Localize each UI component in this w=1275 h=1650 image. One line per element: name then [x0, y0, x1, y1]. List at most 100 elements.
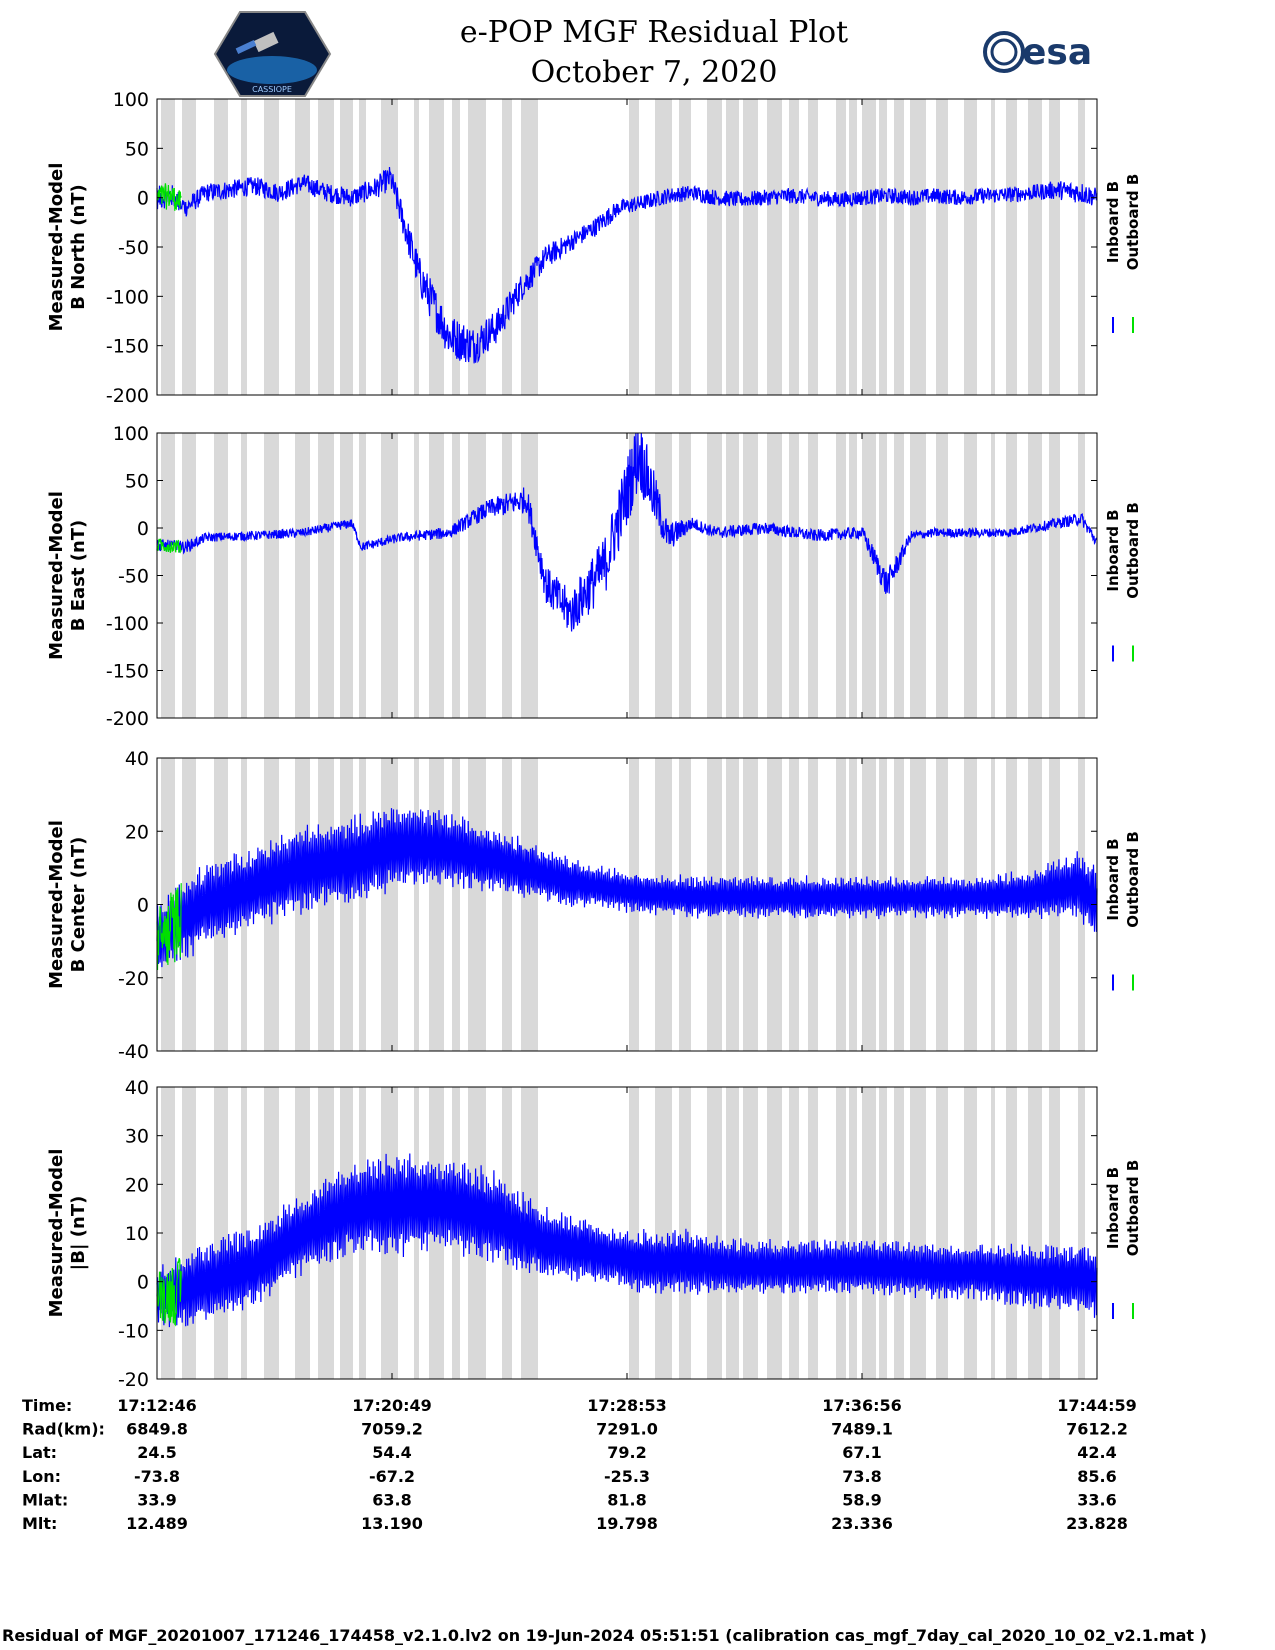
panel-4: 40 30 20 10 0 -10 -20 Measured-Model |B| (nT) Inb…	[46, 1077, 1142, 1391]
row-value: 79.2	[607, 1443, 646, 1462]
shade-stripe	[743, 433, 758, 718]
y-axis-label: Measured-Model	[46, 1149, 67, 1318]
row-value: 23.336	[831, 1514, 893, 1533]
series-outboard-b	[156, 883, 182, 971]
shade-stripe	[862, 433, 876, 718]
shade-stripe	[707, 99, 722, 395]
shade-stripe	[629, 1087, 639, 1379]
row-label: Lat:	[22, 1443, 57, 1462]
legend: Inboard B Outboard B	[1104, 831, 1142, 991]
shading-stripes	[161, 99, 1085, 395]
legend-entry: Outboard B	[1124, 502, 1142, 599]
shade-stripe	[429, 758, 444, 1051]
y-tick-label: 40	[125, 748, 149, 770]
shade-stripe	[836, 1087, 846, 1379]
shade-stripe	[468, 433, 486, 718]
panel-2: 100 50 0 -50 -100 -150 -200 Measured-Model B Eas…	[46, 423, 1142, 730]
row-value: 33.9	[137, 1490, 176, 1509]
row-value: 63.8	[372, 1490, 411, 1509]
row-value: -67.2	[369, 1467, 415, 1486]
shade-stripe	[502, 758, 512, 1051]
cassiope-logo: CASSIOPE	[213, 11, 332, 97]
row-label: Rad(km):	[22, 1420, 105, 1439]
shade-stripe	[894, 1087, 904, 1379]
shade-stripe	[1049, 99, 1060, 395]
shade-stripe	[767, 433, 782, 718]
shade-stripe	[767, 99, 782, 395]
shade-stripe	[1028, 1087, 1042, 1379]
row-value: 17:36:56	[822, 1396, 902, 1415]
series-inboard-b	[156, 166, 1098, 364]
legend: Inboard B Outboard B	[1104, 174, 1142, 333]
legend-entry: Inboard B	[1104, 838, 1122, 920]
shade-stripe	[429, 433, 444, 718]
shade-stripe	[726, 99, 739, 395]
row-value: 67.1	[842, 1443, 881, 1462]
shade-stripe	[726, 1087, 739, 1379]
y-axis-label: Measured-Model	[46, 820, 67, 989]
shade-stripe	[1028, 433, 1042, 718]
row-label: Mlat:	[22, 1490, 68, 1509]
shade-stripe	[836, 99, 846, 395]
shade-stripe	[743, 1087, 758, 1379]
shade-stripe	[414, 99, 419, 395]
shade-stripe	[214, 99, 228, 395]
y-tick-label: -200	[106, 385, 149, 407]
y-tick-label: 0	[137, 1272, 149, 1294]
row-value: 85.6	[1077, 1467, 1116, 1486]
shade-stripe	[502, 433, 512, 718]
shade-stripe	[789, 433, 799, 718]
shade-stripe	[808, 99, 818, 395]
series-inboard-b	[156, 1153, 1098, 1328]
shading-stripes	[161, 433, 1085, 718]
y-axis-label: B North (nT)	[68, 184, 89, 310]
y-tick-label: 30	[125, 1126, 149, 1148]
shade-stripe	[1078, 433, 1085, 718]
y-tick-label: 50	[125, 471, 149, 493]
shade-stripe	[1028, 99, 1042, 395]
y-axis-label: |B| (nT)	[68, 1196, 89, 1271]
shade-stripe	[452, 758, 460, 1051]
y-tick-label: 100	[113, 89, 149, 111]
legend-entry: Inboard B	[1104, 1167, 1122, 1249]
shade-stripe	[161, 433, 175, 718]
shade-stripe	[910, 99, 926, 395]
shade-stripe	[655, 433, 672, 718]
legend-entry: Outboard B	[1124, 1160, 1142, 1257]
shade-stripe	[318, 99, 334, 395]
y-tick-label: -20	[118, 968, 149, 990]
shade-stripe	[295, 433, 310, 718]
row-value: 6849.8	[126, 1420, 188, 1439]
y-tick-label: 0	[137, 518, 149, 540]
shade-stripe	[468, 758, 486, 1051]
row-value: 23.828	[1066, 1514, 1128, 1533]
y-tick-label: 0	[137, 895, 149, 917]
row-value: -25.3	[604, 1467, 650, 1486]
shade-stripe	[264, 99, 279, 395]
chart-subtitle: October 7, 2020	[531, 55, 778, 90]
shade-stripe	[964, 433, 977, 718]
row-value: 17:44:59	[1057, 1396, 1137, 1415]
y-tick-label: 10	[125, 1223, 149, 1245]
shade-stripe	[991, 758, 995, 1051]
shade-stripe	[879, 1087, 887, 1379]
shade-stripe	[655, 1087, 672, 1379]
panel-3: 40 20 0 -20 -40 Measured-Model B Center (nT) In…	[46, 748, 1142, 1063]
shade-stripe	[767, 1087, 782, 1379]
shade-stripe	[241, 433, 247, 718]
legend-entry: Outboard B	[1124, 174, 1142, 271]
shade-stripe	[161, 1087, 175, 1379]
shade-stripe	[936, 99, 948, 395]
shade-stripe	[991, 1087, 995, 1379]
series-inboard-b	[156, 808, 1098, 968]
shade-stripe	[429, 99, 444, 395]
shade-stripe	[381, 758, 398, 1051]
row-value: 17:20:49	[352, 1396, 432, 1415]
shade-stripe	[789, 99, 799, 395]
shade-stripe	[359, 99, 366, 395]
shade-stripe	[629, 99, 639, 395]
y-tick-label: -200	[106, 708, 149, 730]
shade-stripe	[182, 99, 196, 395]
row-value: 13.190	[361, 1514, 423, 1533]
